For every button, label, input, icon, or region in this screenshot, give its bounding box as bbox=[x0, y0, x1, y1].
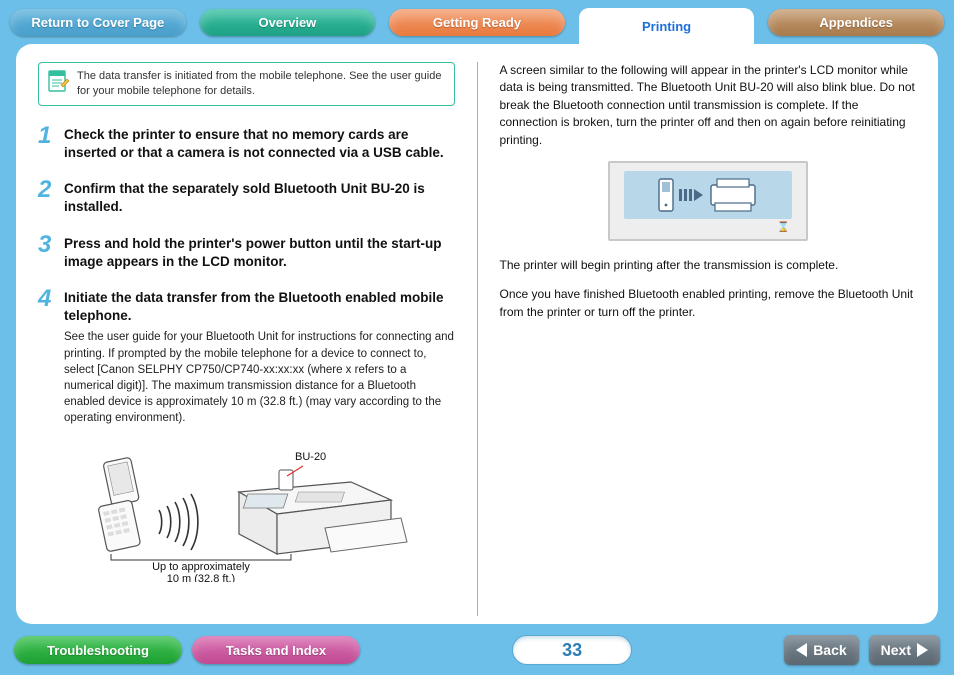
overview-label: Overview bbox=[258, 15, 316, 30]
troubleshooting-button[interactable]: Troubleshooting bbox=[14, 636, 182, 664]
right-column: A screen similar to the following will a… bbox=[500, 62, 917, 616]
right-paragraph-2: The printer will begin printing after th… bbox=[500, 257, 917, 274]
step-1-number: 1 bbox=[38, 124, 56, 162]
right-paragraph-1: A screen similar to the following will a… bbox=[500, 62, 917, 149]
step-1-title: Check the printer to ensure that no memo… bbox=[64, 124, 455, 162]
info-box: The data transfer is initiated from the … bbox=[38, 62, 455, 106]
top-tab-bar: Return to Cover Page Overview Getting Re… bbox=[0, 0, 954, 44]
page-number: 33 bbox=[562, 640, 582, 661]
right-paragraph-3: Once you have finished Bluetooth enabled… bbox=[500, 286, 917, 321]
printing-tab[interactable]: Printing bbox=[579, 8, 755, 44]
next-arrow-icon bbox=[917, 643, 928, 657]
step-2-number: 2 bbox=[38, 178, 56, 216]
lcd-inner bbox=[624, 171, 792, 219]
info-box-text: The data transfer is initiated from the … bbox=[77, 69, 446, 99]
overview-tab[interactable]: Overview bbox=[200, 9, 376, 36]
step-4-number: 4 bbox=[38, 287, 56, 426]
step-4: 4 Initiate the data transfer from the Bl… bbox=[38, 287, 455, 426]
printing-label: Printing bbox=[642, 19, 691, 34]
getting-ready-tab[interactable]: Getting Ready bbox=[389, 9, 565, 36]
back-arrow-icon bbox=[796, 643, 807, 657]
step-1: 1 Check the printer to ensure that no me… bbox=[38, 124, 455, 162]
bu20-label: BU-20 bbox=[295, 451, 326, 463]
next-button[interactable]: Next bbox=[869, 635, 940, 665]
bottom-bar: Troubleshooting Tasks and Index 33 Back … bbox=[0, 625, 954, 675]
step-2: 2 Confirm that the separately sold Bluet… bbox=[38, 178, 455, 216]
distance-label-2: 10 m (32.8 ft.) bbox=[167, 573, 235, 582]
return-cover-tab[interactable]: Return to Cover Page bbox=[10, 9, 186, 36]
step-4-title: Initiate the data transfer from the Blue… bbox=[64, 287, 455, 325]
appendices-tab[interactable]: Appendices bbox=[768, 9, 944, 36]
lcd-screenshot: ⌛ bbox=[608, 161, 808, 241]
page: Return to Cover Page Overview Getting Re… bbox=[0, 0, 954, 675]
step-3-title: Press and hold the printer's power butto… bbox=[64, 233, 455, 271]
content-frame: The data transfer is initiated from the … bbox=[0, 44, 954, 625]
lcd-transfer-icon bbox=[653, 175, 763, 215]
back-label: Back bbox=[813, 642, 846, 658]
getting-ready-label: Getting Ready bbox=[433, 15, 521, 30]
back-button[interactable]: Back bbox=[784, 635, 858, 665]
appendices-label: Appendices bbox=[819, 15, 893, 30]
note-icon bbox=[47, 69, 69, 93]
step-3: 3 Press and hold the printer's power but… bbox=[38, 233, 455, 271]
hourglass-icon: ⌛ bbox=[777, 222, 789, 233]
step-2-title: Confirm that the separately sold Bluetoo… bbox=[64, 178, 455, 216]
step-4-detail: See the user guide for your Bluetooth Un… bbox=[64, 329, 455, 426]
tasks-index-button[interactable]: Tasks and Index bbox=[192, 636, 360, 664]
troubleshooting-label: Troubleshooting bbox=[47, 643, 149, 658]
return-cover-label: Return to Cover Page bbox=[31, 15, 164, 30]
column-divider bbox=[477, 62, 478, 616]
next-label: Next bbox=[881, 642, 911, 658]
page-number-pill: 33 bbox=[512, 635, 632, 665]
bluetooth-diagram: BU-20 Up to approximately 10 m (32.8 ft.… bbox=[38, 442, 455, 582]
left-column: The data transfer is initiated from the … bbox=[38, 62, 455, 616]
content-inner: The data transfer is initiated from the … bbox=[16, 44, 938, 624]
step-3-number: 3 bbox=[38, 233, 56, 271]
tasks-index-label: Tasks and Index bbox=[226, 643, 326, 658]
distance-label-1: Up to approximately bbox=[152, 561, 250, 573]
